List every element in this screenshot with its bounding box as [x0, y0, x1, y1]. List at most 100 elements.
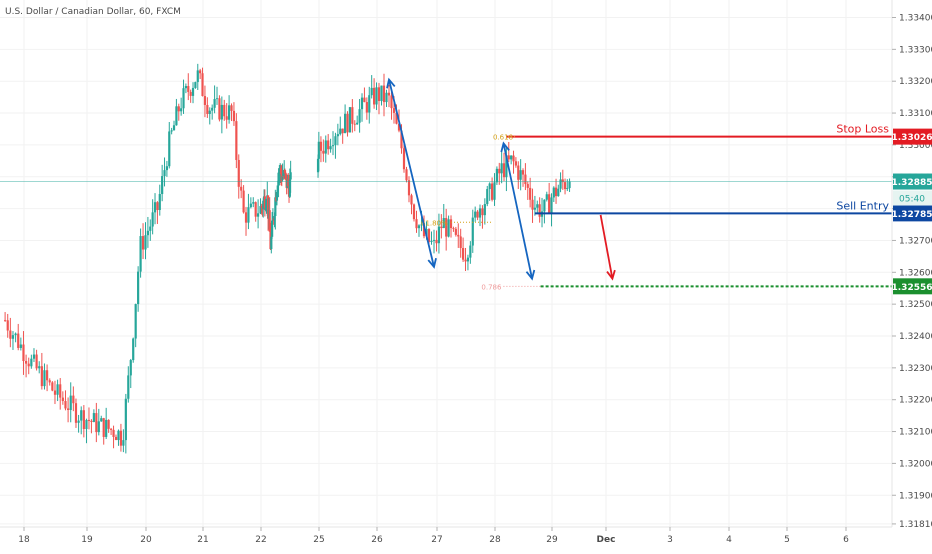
candle-up — [78, 421, 80, 423]
candle-up — [325, 140, 327, 153]
candle-up — [127, 375, 129, 398]
candle-up — [469, 246, 471, 258]
candle-down — [366, 102, 368, 112]
candle-down — [388, 93, 390, 96]
candle-down — [110, 429, 112, 430]
candle-up — [197, 70, 199, 82]
candle-down — [285, 173, 287, 174]
candle-up — [194, 82, 196, 88]
candle-up — [349, 107, 351, 132]
candle-down — [41, 366, 43, 386]
candle-up — [247, 207, 249, 223]
candle-down — [405, 169, 407, 180]
candle-down — [403, 148, 405, 169]
candle-up — [501, 163, 503, 173]
candle-up — [489, 184, 491, 190]
price-tick-label: 1.33100 — [899, 109, 932, 119]
candle-up — [180, 108, 182, 111]
candle-up — [130, 360, 132, 375]
candle-down — [548, 194, 550, 212]
candle-up — [100, 418, 102, 421]
candle-down — [393, 108, 395, 113]
time-tick-label: 6 — [843, 535, 849, 545]
candle-down — [539, 204, 541, 217]
stop-loss-caption: Stop Loss — [836, 123, 889, 136]
candle-up — [185, 86, 187, 88]
candle-down — [72, 396, 74, 404]
candle-up — [520, 170, 522, 180]
candle-down — [218, 98, 220, 119]
candle-up — [152, 212, 154, 226]
candle-down — [342, 129, 344, 134]
candle-up — [171, 130, 173, 131]
candle-up — [175, 106, 177, 125]
candle-up — [15, 334, 17, 336]
candle-down — [199, 70, 201, 73]
candle-down — [522, 170, 524, 174]
candle-down — [90, 421, 92, 422]
candle-up — [337, 134, 339, 136]
candle-up — [125, 399, 127, 440]
candle-down — [529, 188, 531, 200]
candle-down — [178, 106, 180, 111]
candle-up — [159, 194, 161, 210]
candle-up — [209, 111, 211, 114]
candle-down — [75, 403, 77, 423]
candle-up — [70, 396, 72, 410]
candle-down — [112, 430, 114, 437]
candle-down — [363, 98, 365, 102]
price-tick-label: 1.32000 — [899, 459, 932, 469]
time-tick-label: 19 — [81, 535, 93, 545]
candle-up — [43, 370, 45, 386]
candle-down — [327, 140, 329, 149]
candle-down — [464, 260, 466, 262]
candle-up — [546, 194, 548, 199]
candle-up — [566, 188, 568, 189]
candle-down — [243, 191, 245, 213]
candle-up — [510, 156, 512, 160]
candle-down — [206, 105, 208, 114]
candle-up — [117, 431, 119, 440]
candle-down — [28, 364, 30, 367]
candle-up — [448, 219, 450, 236]
candle-up — [168, 131, 170, 166]
time-tick-label: 25 — [313, 535, 324, 545]
candle-up — [318, 142, 320, 159]
candle-up — [493, 182, 495, 200]
candle-down — [460, 236, 462, 248]
price-tick-label: 1.32200 — [899, 396, 932, 406]
candle-up — [30, 359, 32, 367]
price-tick-label: 1.32300 — [899, 364, 932, 374]
candle-down — [373, 88, 375, 105]
candle-up — [332, 145, 334, 146]
candle-up — [375, 87, 377, 104]
candle-up — [368, 95, 370, 112]
candle-down — [235, 121, 237, 160]
candle-up — [339, 129, 341, 135]
candle-up — [137, 272, 139, 304]
candle-up — [182, 88, 184, 108]
price-tick-label: 1.33300 — [899, 45, 932, 55]
time-tick-label: 29 — [546, 535, 558, 545]
time-tick-label: 27 — [431, 535, 442, 545]
candle-up — [228, 105, 230, 119]
stop-loss-price-tag: 1.33026 — [892, 133, 932, 143]
candle-up — [474, 212, 476, 218]
candle-up — [154, 202, 156, 212]
candle-down — [354, 124, 356, 125]
candle-down — [226, 116, 228, 119]
candle-down — [88, 420, 90, 421]
candle-up — [433, 240, 435, 241]
candle-down — [555, 188, 557, 196]
candle-down — [103, 418, 105, 437]
candle-down — [378, 87, 380, 101]
candle-down — [322, 151, 324, 154]
candle-up — [430, 241, 432, 242]
price-tick-label: 1.32100 — [899, 428, 932, 438]
candle-down — [512, 156, 514, 162]
candle-up — [139, 236, 141, 272]
candle-down — [477, 212, 479, 218]
candle-up — [211, 108, 213, 111]
candle-up — [534, 208, 536, 210]
